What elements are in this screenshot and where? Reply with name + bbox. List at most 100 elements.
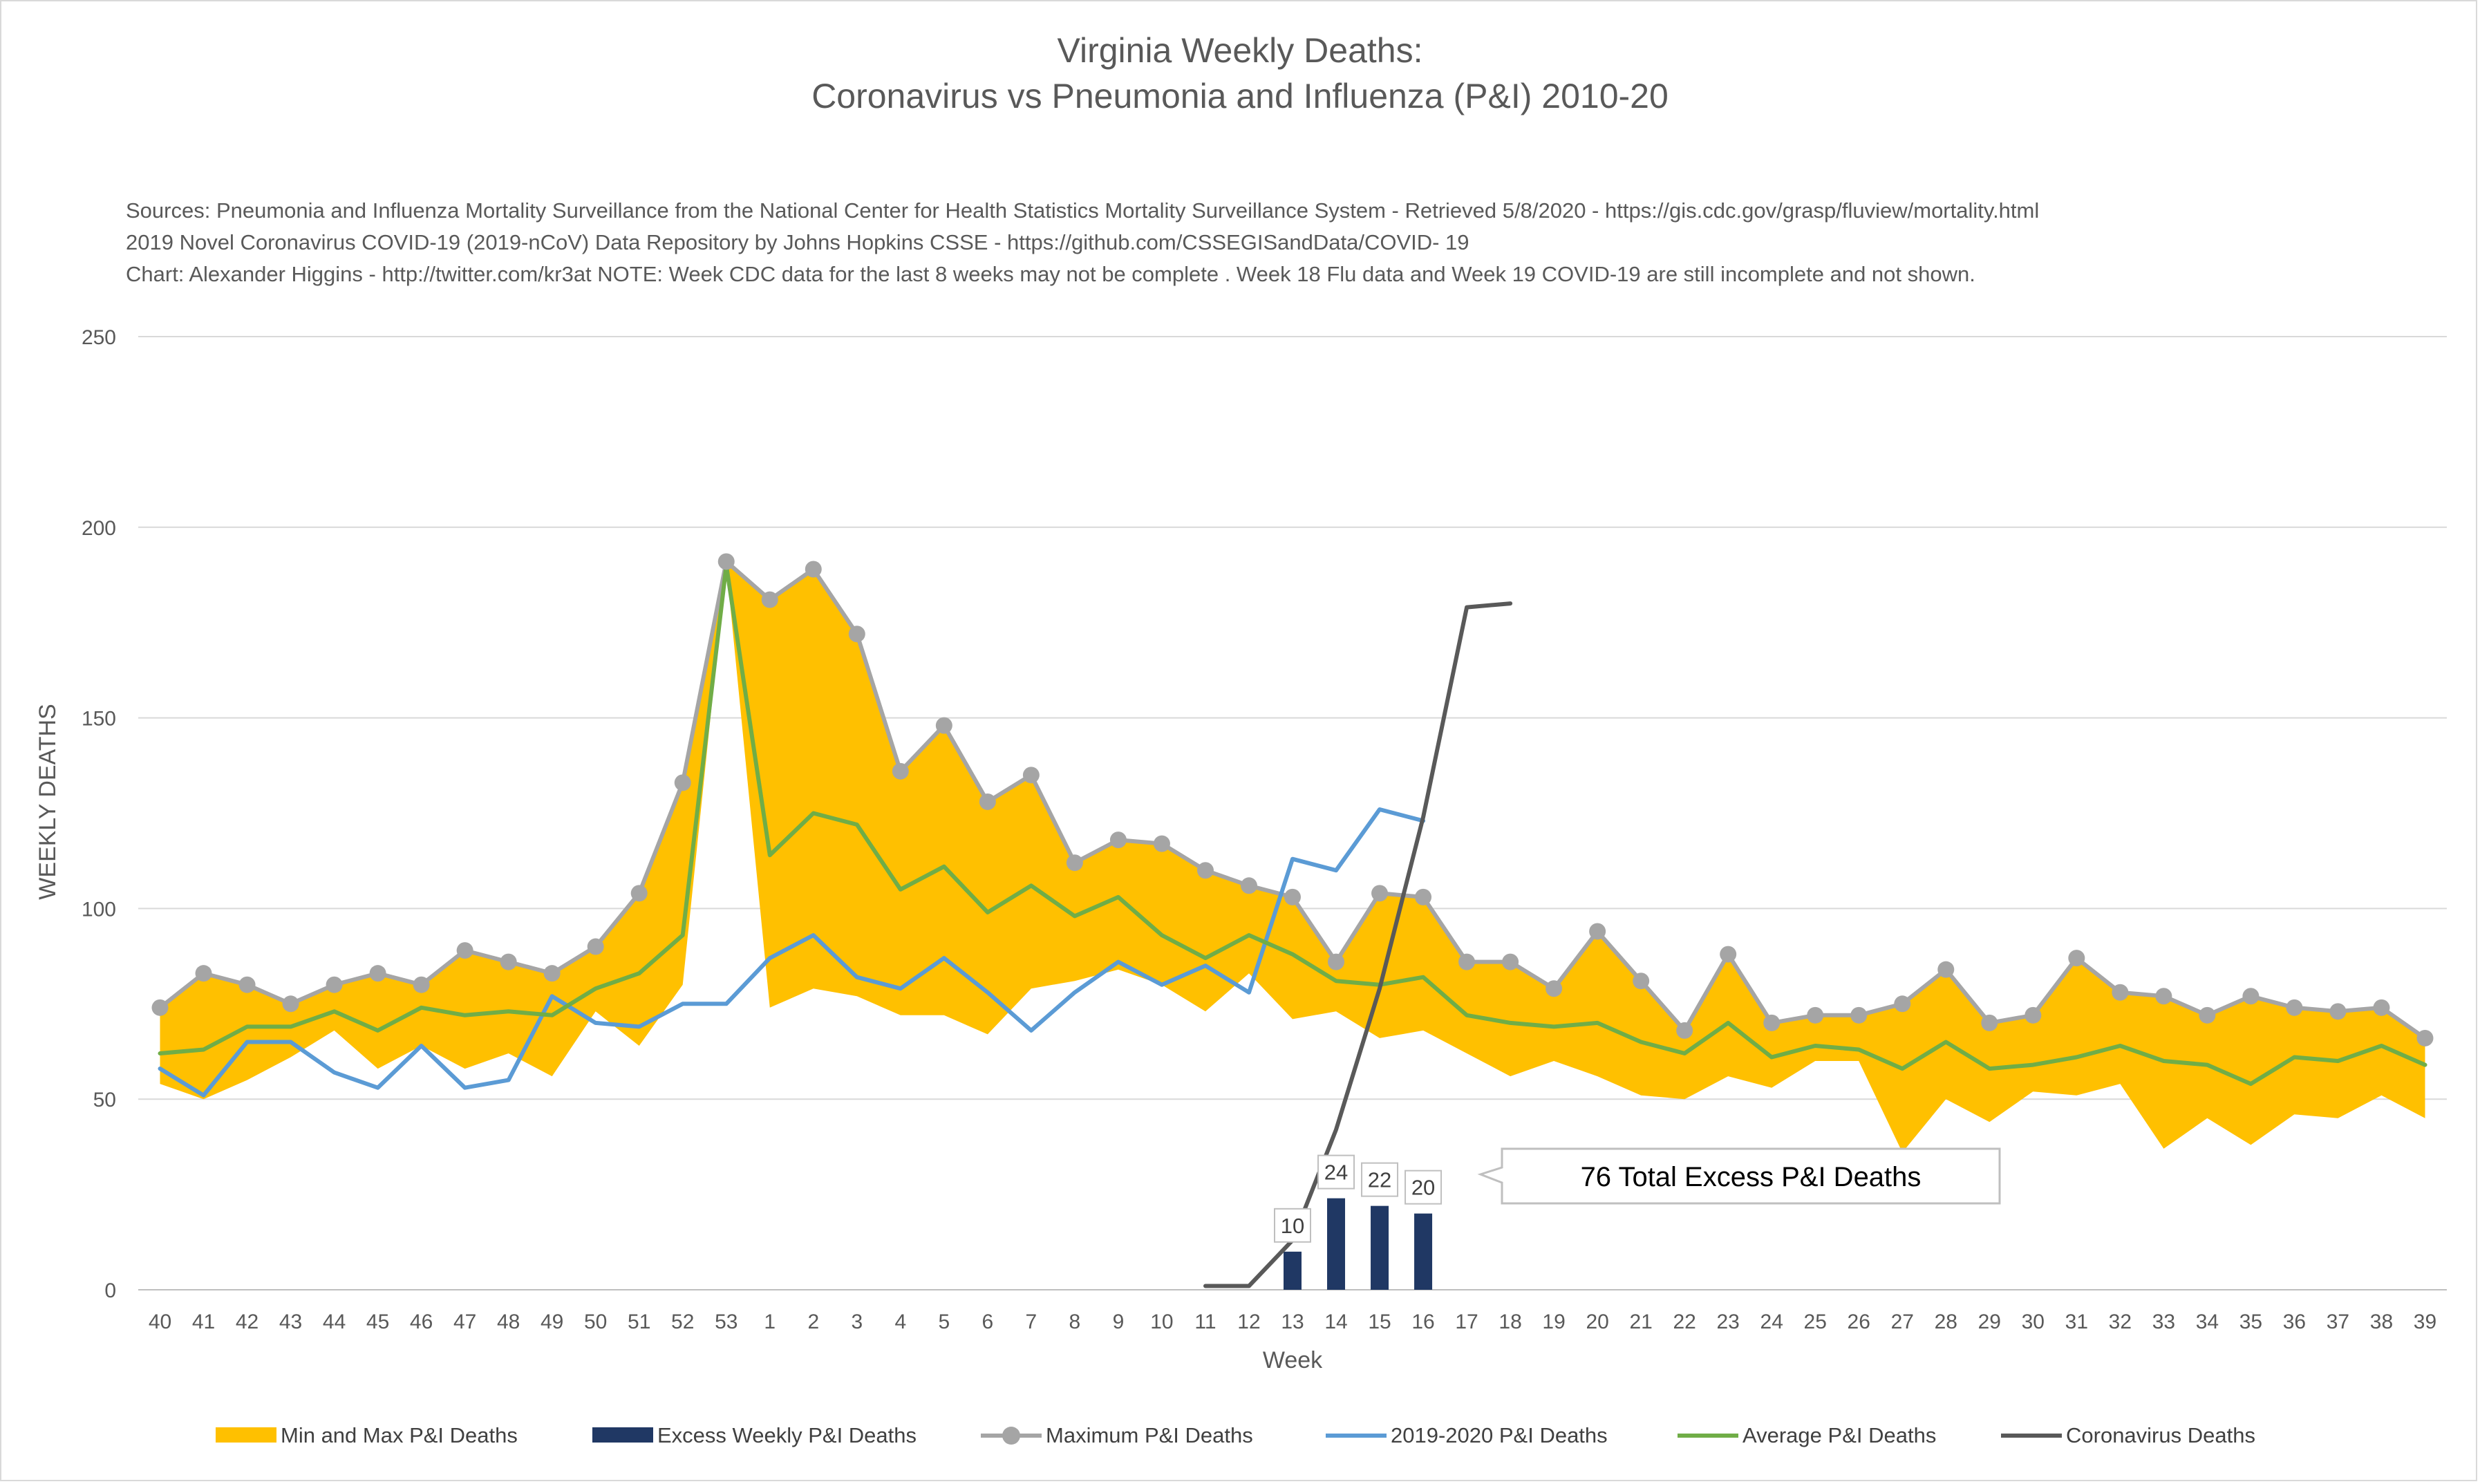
- x-tick-label: 2: [807, 1311, 819, 1333]
- x-tick-label: 45: [366, 1311, 389, 1333]
- data-label: 22: [1368, 1168, 1391, 1192]
- x-tick-label: 7: [1026, 1311, 1037, 1333]
- x-tick-label: 24: [1760, 1311, 1783, 1333]
- maximum-marker: [1807, 1006, 1824, 1024]
- x-tick-label: 23: [1717, 1311, 1740, 1333]
- legend-label-maximum: Maximum P&I Deaths: [1046, 1423, 1253, 1447]
- legend-label-min-max: Min and Max P&I Deaths: [281, 1423, 518, 1447]
- legend-label-average: Average P&I Deaths: [1742, 1423, 1936, 1447]
- sources-line-2: 2019 Novel Coronavirus COVID-19 (2019-nC…: [126, 230, 1469, 254]
- maximum-marker: [979, 793, 996, 810]
- maximum-marker: [1937, 961, 1955, 978]
- maximum-marker: [456, 942, 473, 959]
- maximum-marker: [1371, 885, 1389, 902]
- maximum-marker: [805, 561, 822, 578]
- y-axis-title: WEEKLY DEATHS: [35, 704, 61, 899]
- x-tick-label: 49: [541, 1311, 563, 1333]
- excess-bar: [1414, 1213, 1433, 1290]
- legend-swatch-excess: [592, 1427, 653, 1443]
- x-tick-label: 33: [2152, 1311, 2175, 1333]
- maximum-marker: [1415, 888, 1432, 905]
- data-label-box: [1361, 1162, 1399, 1197]
- maximum-marker: [1196, 862, 1214, 879]
- legend-item-coronavirus: Coronavirus Deaths: [2001, 1423, 2255, 1447]
- sources-line-3: Chart: Alexander Higgins - http://twitte…: [126, 262, 1975, 286]
- y-tick-label: 200: [82, 517, 116, 540]
- x-tick-label: 13: [1281, 1311, 1304, 1333]
- x-tick-label: 29: [1978, 1311, 2001, 1333]
- maximum-marker: [326, 976, 343, 993]
- data-label: 10: [1281, 1214, 1304, 1238]
- excess-bars-layer: [1284, 1198, 1433, 1290]
- y-tick-label: 100: [82, 898, 116, 921]
- maximum-marker: [2416, 1029, 2434, 1046]
- maximum-marker: [195, 965, 212, 982]
- maximum-marker: [2286, 999, 2303, 1016]
- maximum-marker: [2112, 984, 2129, 1001]
- x-tick-label: 9: [1113, 1311, 1125, 1333]
- excess-bar: [1371, 1205, 1389, 1290]
- legend-swatch-min-max: [216, 1427, 276, 1443]
- x-tick-label: 6: [982, 1311, 994, 1333]
- x-tick-label: 15: [1368, 1311, 1391, 1333]
- maximum-marker: [2025, 1006, 2042, 1024]
- legend: Min and Max P&I Deaths Excess Weekly P&I…: [216, 1423, 2255, 1447]
- x-tick-label: 26: [1848, 1311, 1870, 1333]
- y-tick-label: 0: [104, 1279, 116, 1302]
- x-tick-label: 3: [851, 1311, 863, 1333]
- x-tick-label: 52: [671, 1311, 694, 1333]
- maximum-marker: [1589, 923, 1606, 940]
- x-tick-label: 1: [764, 1311, 776, 1333]
- maximum-marker: [2199, 1006, 2216, 1024]
- average-line: [158, 563, 2427, 1087]
- x-tick-label: 21: [1629, 1311, 1652, 1333]
- legend-label-2019-2020: 2019-2020 P&I Deaths: [1391, 1423, 1608, 1447]
- maximum-marker: [1546, 980, 1563, 997]
- legend-item-excess: Excess Weekly P&I Deaths: [592, 1423, 917, 1447]
- maximum-marker: [1850, 1006, 1868, 1024]
- excess-bar: [1284, 1251, 1302, 1290]
- x-tick-label: 41: [192, 1311, 215, 1333]
- maximum-marker: [2155, 988, 2172, 1005]
- x-tick-label: 5: [939, 1311, 950, 1333]
- x-tick-label: 17: [1455, 1311, 1478, 1333]
- callout: 76 Total Excess P&I Deaths: [1477, 1147, 2001, 1205]
- maximum-marker: [935, 717, 952, 734]
- x-tick-label: 11: [1194, 1311, 1216, 1333]
- legend-item-average: Average P&I Deaths: [1678, 1423, 1936, 1447]
- x-tick-label: 50: [584, 1311, 607, 1333]
- x-tick-label: 53: [715, 1311, 738, 1333]
- chart-title-line-1: Virginia Weekly Deaths:: [1057, 31, 1423, 70]
- maximum-marker: [674, 774, 691, 791]
- x-axis-ticks: 40 41 42 43 44 45 46 47 48 49 50 51 52 53 1 2 3 4 5 6 7 8 9 10 1…: [149, 1311, 2436, 1333]
- maximum-marker: [2373, 999, 2390, 1016]
- x-tick-label: 31: [2065, 1311, 2088, 1333]
- y-axis-ticks: 0 50 100 150 200 250: [82, 326, 116, 1302]
- data-label: 20: [1411, 1176, 1435, 1200]
- chart-sources: Sources: Pneumonia and Influenza Mortali…: [126, 195, 2039, 290]
- maximum-marker: [1066, 854, 1083, 872]
- min-max-area-layer: [160, 561, 2425, 1153]
- maximum-marker: [630, 885, 648, 902]
- x-tick-label: 40: [149, 1311, 171, 1333]
- x-tick-label: 42: [236, 1311, 259, 1333]
- x-tick-label: 10: [1150, 1311, 1173, 1333]
- legend-label-excess: Excess Weekly P&I Deaths: [657, 1423, 917, 1447]
- maximum-marker: [1633, 973, 1650, 990]
- maximum-marker: [587, 938, 604, 955]
- maximum-marker: [1763, 1014, 1781, 1031]
- maximum-marker: [151, 999, 169, 1016]
- x-tick-label: 14: [1324, 1311, 1347, 1333]
- callout-box: [1477, 1147, 2001, 1205]
- x-axis-title: Week: [1263, 1347, 1323, 1373]
- sources-line-1: Sources: Pneumonia and Influenza Mortali…: [126, 198, 2040, 223]
- maximum-marker: [848, 626, 865, 643]
- chart-title: Virginia Weekly Deaths: Coronavirus vs P…: [0, 28, 2480, 119]
- max-markers-layer: [151, 553, 2434, 1046]
- maximum-marker: [282, 995, 299, 1013]
- x-tick-label: 18: [1499, 1311, 1521, 1333]
- maximum-marker: [1502, 953, 1519, 970]
- x-tick-label: 22: [1673, 1311, 1695, 1333]
